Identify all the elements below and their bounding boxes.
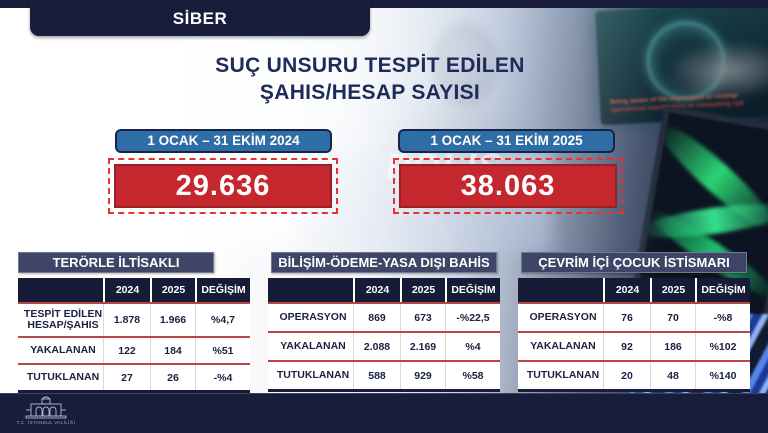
value-2025: 929 — [400, 362, 445, 389]
table: 2024 2025 DEĞİŞİM OPERASYON 869 673 -%22… — [268, 278, 500, 392]
period-badge-2024: 1 OCAK – 31 EKİM 2024 — [115, 129, 332, 153]
table-row: TESPİT EDİLEN HESAP/ŞAHIS 1.878 1.966 %4… — [18, 302, 250, 336]
table-row: OPERASYON 76 70 -%8 — [518, 302, 750, 331]
table-title: BİLİŞİM-ÖDEME-YASA DIŞI BAHİS — [271, 252, 497, 273]
page-title: SUÇ UNSURU TESPİT EDİLEN ŞAHIS/HESAP SAY… — [0, 52, 740, 106]
table-row: OPERASYON 869 673 -%22,5 — [268, 302, 500, 331]
value-change: %4 — [445, 333, 500, 360]
total-2025-value: 38.063 — [399, 164, 617, 208]
page-title-line1: SUÇ UNSURU TESPİT EDİLEN — [215, 54, 525, 77]
table-row: TUTUKLANAN 27 26 -%4 — [18, 363, 250, 390]
stats-table-cybercrime: BİLİŞİM-ÖDEME-YASA DIŞI BAHİS 2024 2025 … — [268, 252, 500, 392]
building-logo-icon — [25, 396, 67, 419]
value-2025: 26 — [150, 365, 195, 390]
row-label: YAKALANAN — [530, 340, 596, 352]
value-2025: 2.169 — [400, 333, 445, 360]
stats-table-child-abuse: ÇEVRİM İÇİ ÇOCUK İSTİSMARI 2024 2025 DEĞ… — [518, 252, 750, 392]
header-cell-2025: 2025 — [400, 278, 445, 302]
value-2025: 184 — [150, 338, 195, 363]
row-label: YAKALANAN — [30, 344, 96, 356]
logo-caption: T.C. İSTANBUL VALİLİĞİ — [16, 420, 76, 425]
header-cell-empty — [518, 278, 603, 302]
header-cell-change: DEĞİŞİM — [195, 278, 250, 302]
table: 2024 2025 DEĞİŞİM OPERASYON 76 70 -%8 YA… — [518, 278, 750, 392]
value-2024: 27 — [103, 365, 150, 390]
row-label: YAKALANAN — [280, 340, 346, 352]
row-label: OPERASYON — [279, 311, 347, 323]
value-change: -%8 — [695, 304, 750, 331]
header-cell-2025: 2025 — [150, 278, 195, 302]
table: 2024 2025 DEĞİŞİM TESPİT EDİLEN HESAP/ŞA… — [18, 278, 250, 393]
header-cell-2025: 2025 — [650, 278, 695, 302]
value-2024: 20 — [603, 362, 650, 389]
value-2025: 186 — [650, 333, 695, 360]
istanbul-governorship-logo: T.C. İSTANBUL VALİLİĞİ — [14, 396, 78, 426]
value-2024: 1.878 — [103, 304, 150, 336]
header-cell-2024: 2024 — [603, 278, 650, 302]
value-2024: 869 — [353, 304, 400, 331]
value-change: %102 — [695, 333, 750, 360]
table-row: YAKALANAN 92 186 %102 — [518, 331, 750, 360]
header-cell-change: DEĞİŞİM — [695, 278, 750, 302]
header-cell-empty — [18, 278, 103, 302]
row-label: OPERASYON — [529, 311, 597, 323]
value-change: %4,7 — [195, 304, 250, 336]
table-row: TUTUKLANAN 588 929 %58 — [268, 360, 500, 389]
row-label: TUTUKLANAN — [26, 371, 100, 383]
top-navy-bar — [0, 0, 768, 8]
value-2024: 92 — [603, 333, 650, 360]
value-2024: 122 — [103, 338, 150, 363]
stats-table-terror: TERÖRLE İLTİSAKLI 2024 2025 DEĞİŞİM TESP… — [18, 252, 250, 393]
value-change: %51 — [195, 338, 250, 363]
table-title: TERÖRLE İLTİSAKLI — [18, 252, 214, 273]
total-2025-box: 38.063 — [393, 158, 623, 214]
table-header-row: 2024 2025 DEĞİŞİM — [268, 278, 500, 302]
header-cell-empty — [268, 278, 353, 302]
table-header-row: 2024 2025 DEĞİŞİM — [18, 278, 250, 302]
value-2024: 2.088 — [353, 333, 400, 360]
value-change: %58 — [445, 362, 500, 389]
footer-bar: T.C. İSTANBUL VALİLİĞİ — [0, 393, 768, 433]
value-change: %140 — [695, 362, 750, 389]
table-title: ÇEVRİM İÇİ ÇOCUK İSTİSMARI — [521, 252, 747, 273]
value-change: -%22,5 — [445, 304, 500, 331]
value-2025: 673 — [400, 304, 445, 331]
row-label: TESPİT EDİLEN HESAP/ŞAHIS — [23, 308, 103, 331]
siber-header-tab: SİBER — [30, 0, 370, 36]
table-row: TUTUKLANAN 20 48 %140 — [518, 360, 750, 389]
row-label: TUTUKLANAN — [276, 369, 350, 381]
total-2024-box: 29.636 — [108, 158, 338, 214]
header-cell-2024: 2024 — [103, 278, 150, 302]
value-2025: 1.966 — [150, 304, 195, 336]
page-title-line2: ŞAHIS/HESAP SAYISI — [259, 81, 481, 104]
table-row: YAKALANAN 122 184 %51 — [18, 336, 250, 363]
value-change: -%4 — [195, 365, 250, 390]
value-2024: 588 — [353, 362, 400, 389]
value-2024: 76 — [603, 304, 650, 331]
row-label: TUTUKLANAN — [526, 369, 600, 381]
total-2024-value: 29.636 — [114, 164, 332, 208]
header-cell-change: DEĞİŞİM — [445, 278, 500, 302]
table-row: YAKALANAN 2.088 2.169 %4 — [268, 331, 500, 360]
table-header-row: 2024 2025 DEĞİŞİM — [518, 278, 750, 302]
value-2025: 70 — [650, 304, 695, 331]
header-cell-2024: 2024 — [353, 278, 400, 302]
period-badge-2025: 1 OCAK – 31 EKİM 2025 — [398, 129, 615, 153]
value-2025: 48 — [650, 362, 695, 389]
